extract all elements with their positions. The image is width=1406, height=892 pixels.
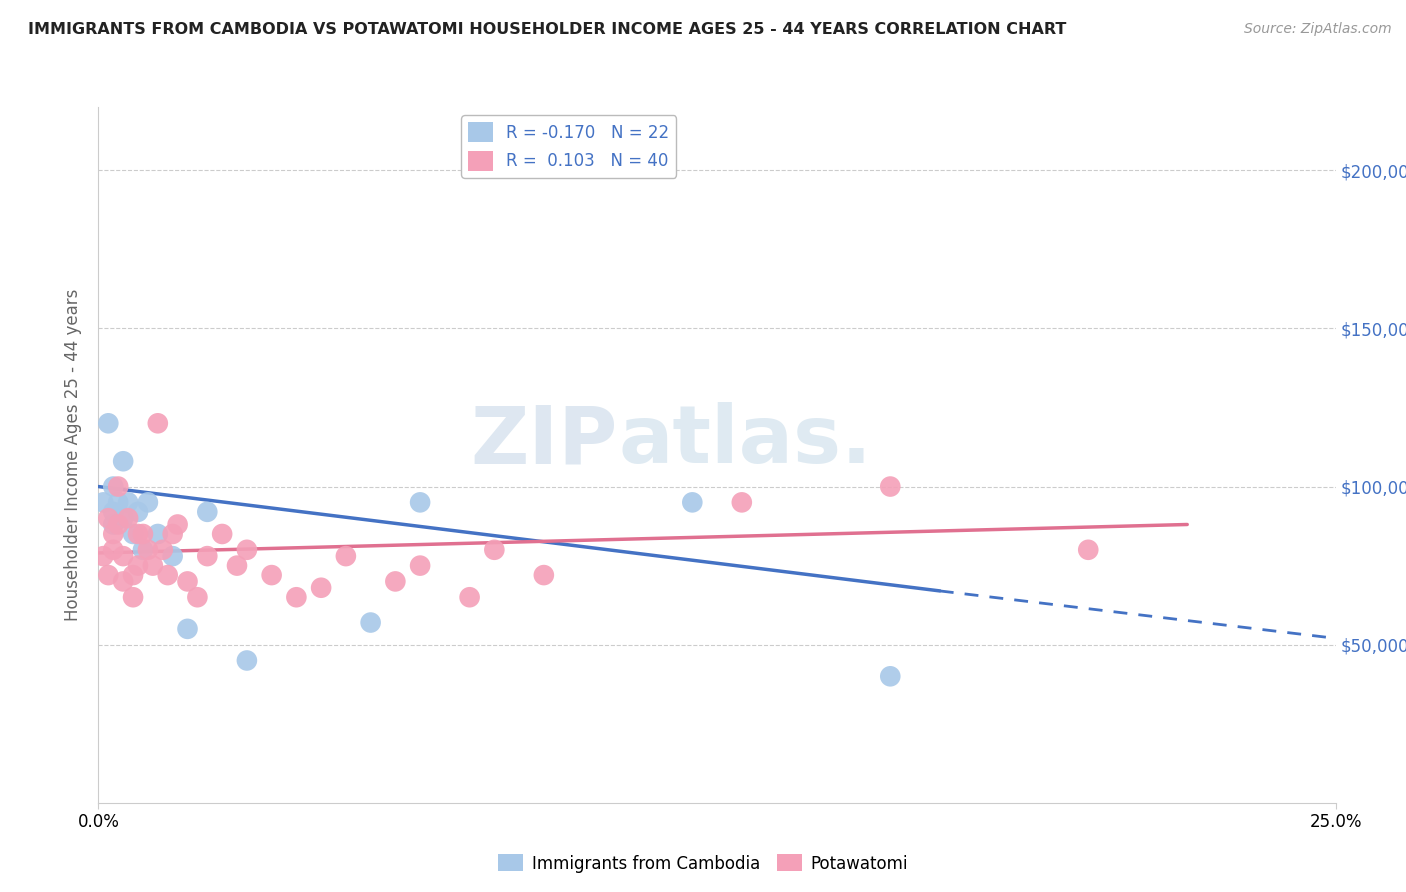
Point — [132, 527, 155, 541]
Point — [360, 615, 382, 630]
Point — [879, 669, 901, 683]
Point — [162, 549, 184, 563]
Point — [162, 527, 184, 541]
Point — [309, 581, 332, 595]
Point — [127, 505, 149, 519]
Point — [107, 517, 129, 532]
Point — [97, 511, 120, 525]
Point — [879, 479, 901, 493]
Text: IMMIGRANTS FROM CAMBODIA VS POTAWATOMI HOUSEHOLDER INCOME AGES 25 - 44 YEARS COR: IMMIGRANTS FROM CAMBODIA VS POTAWATOMI H… — [28, 22, 1067, 37]
Point — [176, 574, 198, 589]
Text: Source: ZipAtlas.com: Source: ZipAtlas.com — [1244, 22, 1392, 37]
Point — [132, 542, 155, 557]
Point — [211, 527, 233, 541]
Point — [93, 549, 115, 563]
Point — [103, 527, 125, 541]
Point — [186, 591, 208, 605]
Point — [103, 517, 125, 532]
Point — [1077, 542, 1099, 557]
Point — [142, 558, 165, 573]
Text: ZIP: ZIP — [471, 402, 619, 480]
Point — [93, 495, 115, 509]
Text: atlas.: atlas. — [619, 402, 872, 480]
Point — [112, 574, 135, 589]
Point — [176, 622, 198, 636]
Point — [107, 479, 129, 493]
Point — [112, 511, 135, 525]
Point — [136, 542, 159, 557]
Point — [458, 591, 481, 605]
Point — [107, 495, 129, 509]
Point — [136, 495, 159, 509]
Point — [384, 574, 406, 589]
Legend: R = -0.170   N = 22, R =  0.103   N = 40: R = -0.170 N = 22, R = 0.103 N = 40 — [461, 115, 676, 178]
Point — [97, 568, 120, 582]
Point — [117, 511, 139, 525]
Point — [112, 454, 135, 468]
Point — [152, 542, 174, 557]
Point — [409, 558, 432, 573]
Point — [122, 527, 145, 541]
Point — [195, 505, 218, 519]
Y-axis label: Householder Income Ages 25 - 44 years: Householder Income Ages 25 - 44 years — [65, 289, 83, 621]
Point — [335, 549, 357, 563]
Point — [103, 542, 125, 557]
Point — [195, 549, 218, 563]
Point — [236, 542, 259, 557]
Point — [731, 495, 754, 509]
Point — [226, 558, 249, 573]
Point — [484, 542, 506, 557]
Point — [260, 568, 283, 582]
Point — [112, 549, 135, 563]
Point — [127, 527, 149, 541]
Point — [97, 417, 120, 431]
Point — [285, 591, 308, 605]
Point — [127, 558, 149, 573]
Point — [533, 568, 555, 582]
Point — [409, 495, 432, 509]
Point — [103, 505, 125, 519]
Point — [117, 495, 139, 509]
Point — [156, 568, 179, 582]
Legend: Immigrants from Cambodia, Potawatomi: Immigrants from Cambodia, Potawatomi — [492, 847, 914, 880]
Point — [236, 653, 259, 667]
Point — [146, 417, 169, 431]
Point — [122, 568, 145, 582]
Point — [103, 479, 125, 493]
Point — [146, 527, 169, 541]
Point — [681, 495, 703, 509]
Point — [166, 517, 188, 532]
Point — [122, 591, 145, 605]
